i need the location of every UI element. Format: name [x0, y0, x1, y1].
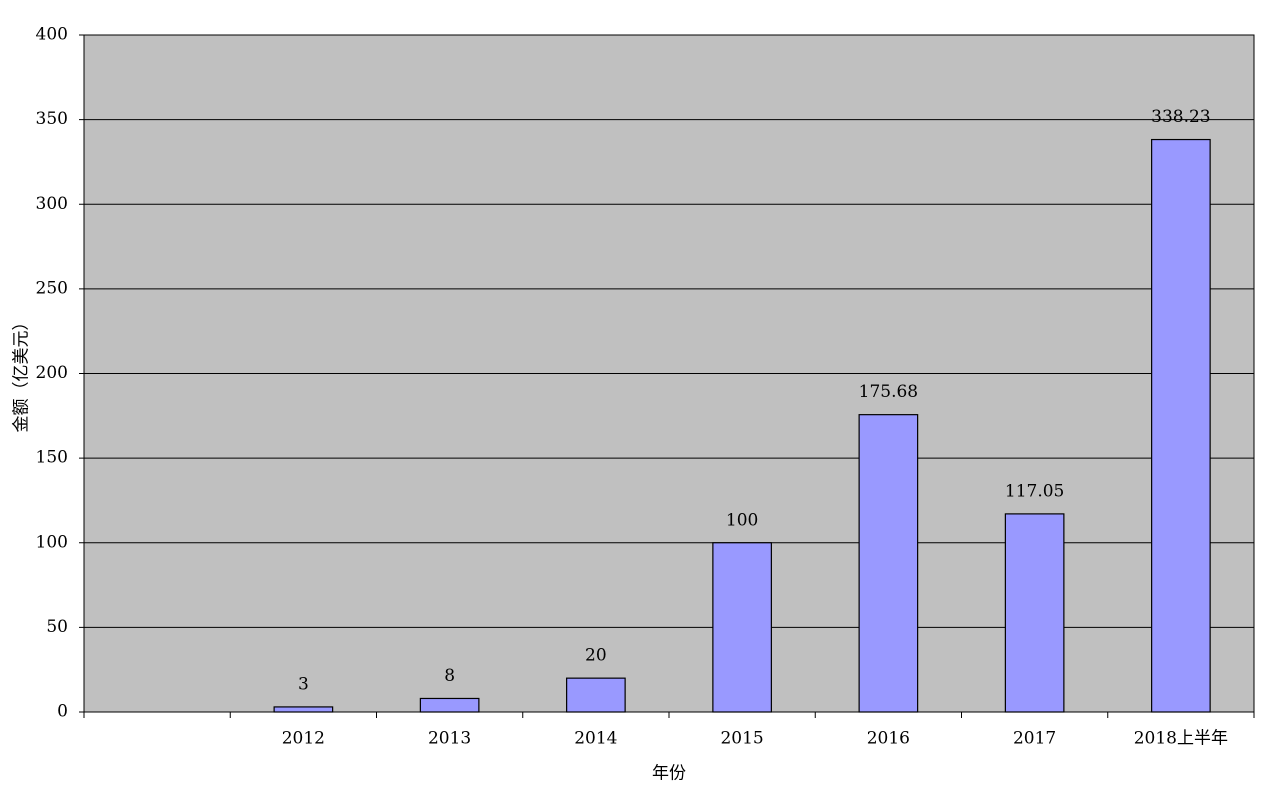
data-label: 338.23 [1151, 107, 1210, 127]
y-tick-label: 350 [36, 109, 68, 129]
y-tick-label: 250 [36, 278, 68, 298]
bar [1151, 138, 1211, 713]
x-tick-label: 2012 [282, 729, 325, 749]
bar [273, 706, 334, 713]
bar [1004, 513, 1065, 713]
x-tick-label: 2014 [574, 729, 617, 749]
y-tick-label: 100 [36, 532, 68, 552]
data-label: 117.05 [1005, 481, 1064, 501]
bar [566, 677, 626, 713]
y-tick-label: 200 [36, 363, 68, 383]
y-axis-label: 金额（亿美元） [12, 314, 32, 433]
x-tick-label: 2016 [867, 729, 910, 749]
data-label: 20 [585, 646, 607, 666]
data-label: 3 [298, 674, 309, 694]
y-tick-label: 300 [36, 194, 68, 214]
data-label: 8 [444, 666, 455, 686]
x-axis-label: 年份 [652, 764, 686, 784]
y-tick-label: 150 [36, 448, 68, 468]
data-label: 100 [726, 510, 758, 530]
y-tick-label: 50 [46, 617, 68, 637]
x-tick-label: 2015 [720, 729, 763, 749]
y-tick-label: 400 [36, 25, 68, 45]
bar [858, 414, 919, 713]
x-tick-label: 2017 [1013, 729, 1056, 749]
bar [712, 542, 772, 713]
x-tick-label: 2013 [428, 729, 471, 749]
data-label: 175.68 [859, 382, 918, 402]
x-tick-label: 2018上半年 [1134, 729, 1228, 749]
bar [419, 697, 480, 713]
y-tick-label: 0 [57, 702, 68, 722]
